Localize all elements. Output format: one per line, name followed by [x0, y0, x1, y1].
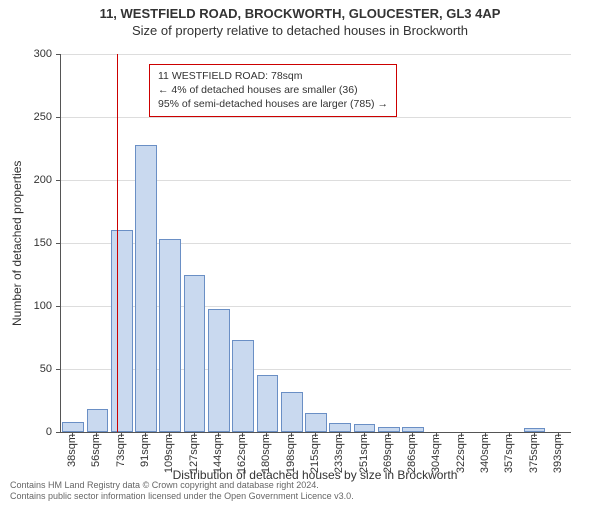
footer-line1: Contains HM Land Registry data © Crown c…: [10, 480, 354, 491]
y-tick-label: 150: [2, 237, 52, 249]
histogram-bar: [62, 422, 84, 432]
footer-line2: Contains public sector information licen…: [10, 491, 354, 502]
histogram-bar: [208, 309, 230, 432]
plot-area: 11 WESTFIELD ROAD: 78sqm ← 4% of detache…: [60, 54, 571, 433]
histogram-bar: [305, 413, 327, 432]
y-tick-label: 200: [2, 174, 52, 186]
y-tick-label: 50: [2, 363, 52, 375]
y-tick-label: 250: [2, 111, 52, 123]
histogram-bar: [111, 230, 133, 432]
y-tick-label: 300: [2, 48, 52, 60]
histogram-bar: [354, 424, 376, 432]
annotation-callout: 11 WESTFIELD ROAD: 78sqm ← 4% of detache…: [149, 64, 397, 117]
y-tick-label: 0: [2, 426, 52, 438]
annotation-line3: 95% of semi-detached houses are larger (…: [158, 97, 388, 111]
x-tick-label: 56sqm: [90, 434, 102, 467]
histogram-bar: [184, 275, 206, 433]
x-tick-label: 38sqm: [66, 434, 78, 467]
histogram-bar: [329, 423, 351, 432]
property-size-marker-line: [117, 54, 118, 432]
chart-subtitle: Size of property relative to detached ho…: [0, 23, 600, 38]
y-tick-labels: 050100150200250300: [0, 54, 56, 432]
annotation-line1: 11 WESTFIELD ROAD: 78sqm: [158, 69, 388, 83]
y-tick-label: 100: [2, 300, 52, 312]
annotation-line2: ← 4% of detached houses are smaller (36): [158, 83, 388, 97]
footer-attribution: Contains HM Land Registry data © Crown c…: [10, 480, 354, 502]
histogram-bar: [257, 375, 279, 432]
histogram-bar: [281, 392, 303, 432]
histogram-bar: [232, 340, 254, 432]
histogram-bar: [135, 145, 157, 432]
chart-title-address: 11, WESTFIELD ROAD, BROCKWORTH, GLOUCEST…: [0, 6, 600, 21]
histogram-bar: [87, 409, 109, 432]
x-tick-label: 91sqm: [139, 434, 151, 467]
x-tick-label: 73sqm: [115, 434, 127, 467]
histogram-bar: [159, 239, 181, 432]
